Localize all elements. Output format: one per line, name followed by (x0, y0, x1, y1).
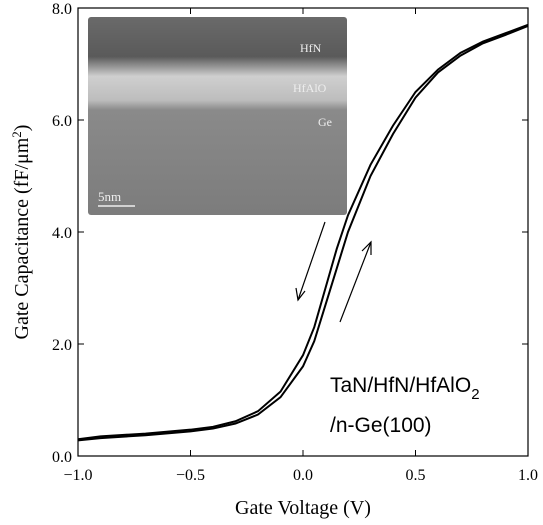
x-tick-label: −0.5 (176, 467, 205, 484)
x-axis-label: Gate Voltage (V) (235, 497, 371, 519)
inset-label: Ge (318, 115, 332, 129)
cv-curve (77, 24, 529, 442)
y-axis-label-text: Gate Capacitance (fF/μm (11, 137, 33, 339)
cv-curve (77, 23, 529, 441)
y-tick-label: 2.0 (52, 337, 72, 354)
inset-image (88, 17, 347, 215)
y-tick-label: 6.0 (52, 113, 72, 130)
y-tick-label: 0.0 (52, 449, 72, 466)
x-tick-label: −1.0 (63, 467, 92, 484)
annotation-subscript: 2 (471, 386, 479, 403)
annotation: TaN/HfN/HfAlO2 (330, 374, 480, 403)
y-tick-label: 4.0 (52, 225, 72, 242)
x-tick-label: 1.0 (518, 467, 538, 484)
inset-labels: HfN HfAlO Ge 5nm (98, 41, 332, 204)
sweep-arrows (295, 221, 372, 323)
x-tick-label: 0.5 (406, 467, 426, 484)
y-axis-label-text: ) (11, 125, 33, 132)
annotation: /n-Ge(100) (330, 414, 432, 437)
annotation-text: TaN/HfN/HfAlO (330, 374, 471, 397)
x-tick-label: 0.0 (293, 467, 313, 484)
plot: −1.0 −0.5 0.0 0.5 1.0 0.0 2.0 4.0 6.0 8.0 (52, 1, 538, 484)
inset-label: HfN (300, 41, 322, 55)
y-axis-label: Gate Capacitance (fF/μm2) (9, 125, 33, 340)
inset-label: HfAlO (293, 81, 327, 95)
y-axis-label-sup: 2 (9, 131, 24, 138)
y-tick-label: 8.0 (52, 1, 72, 18)
inset-label: 5nm (98, 189, 121, 204)
